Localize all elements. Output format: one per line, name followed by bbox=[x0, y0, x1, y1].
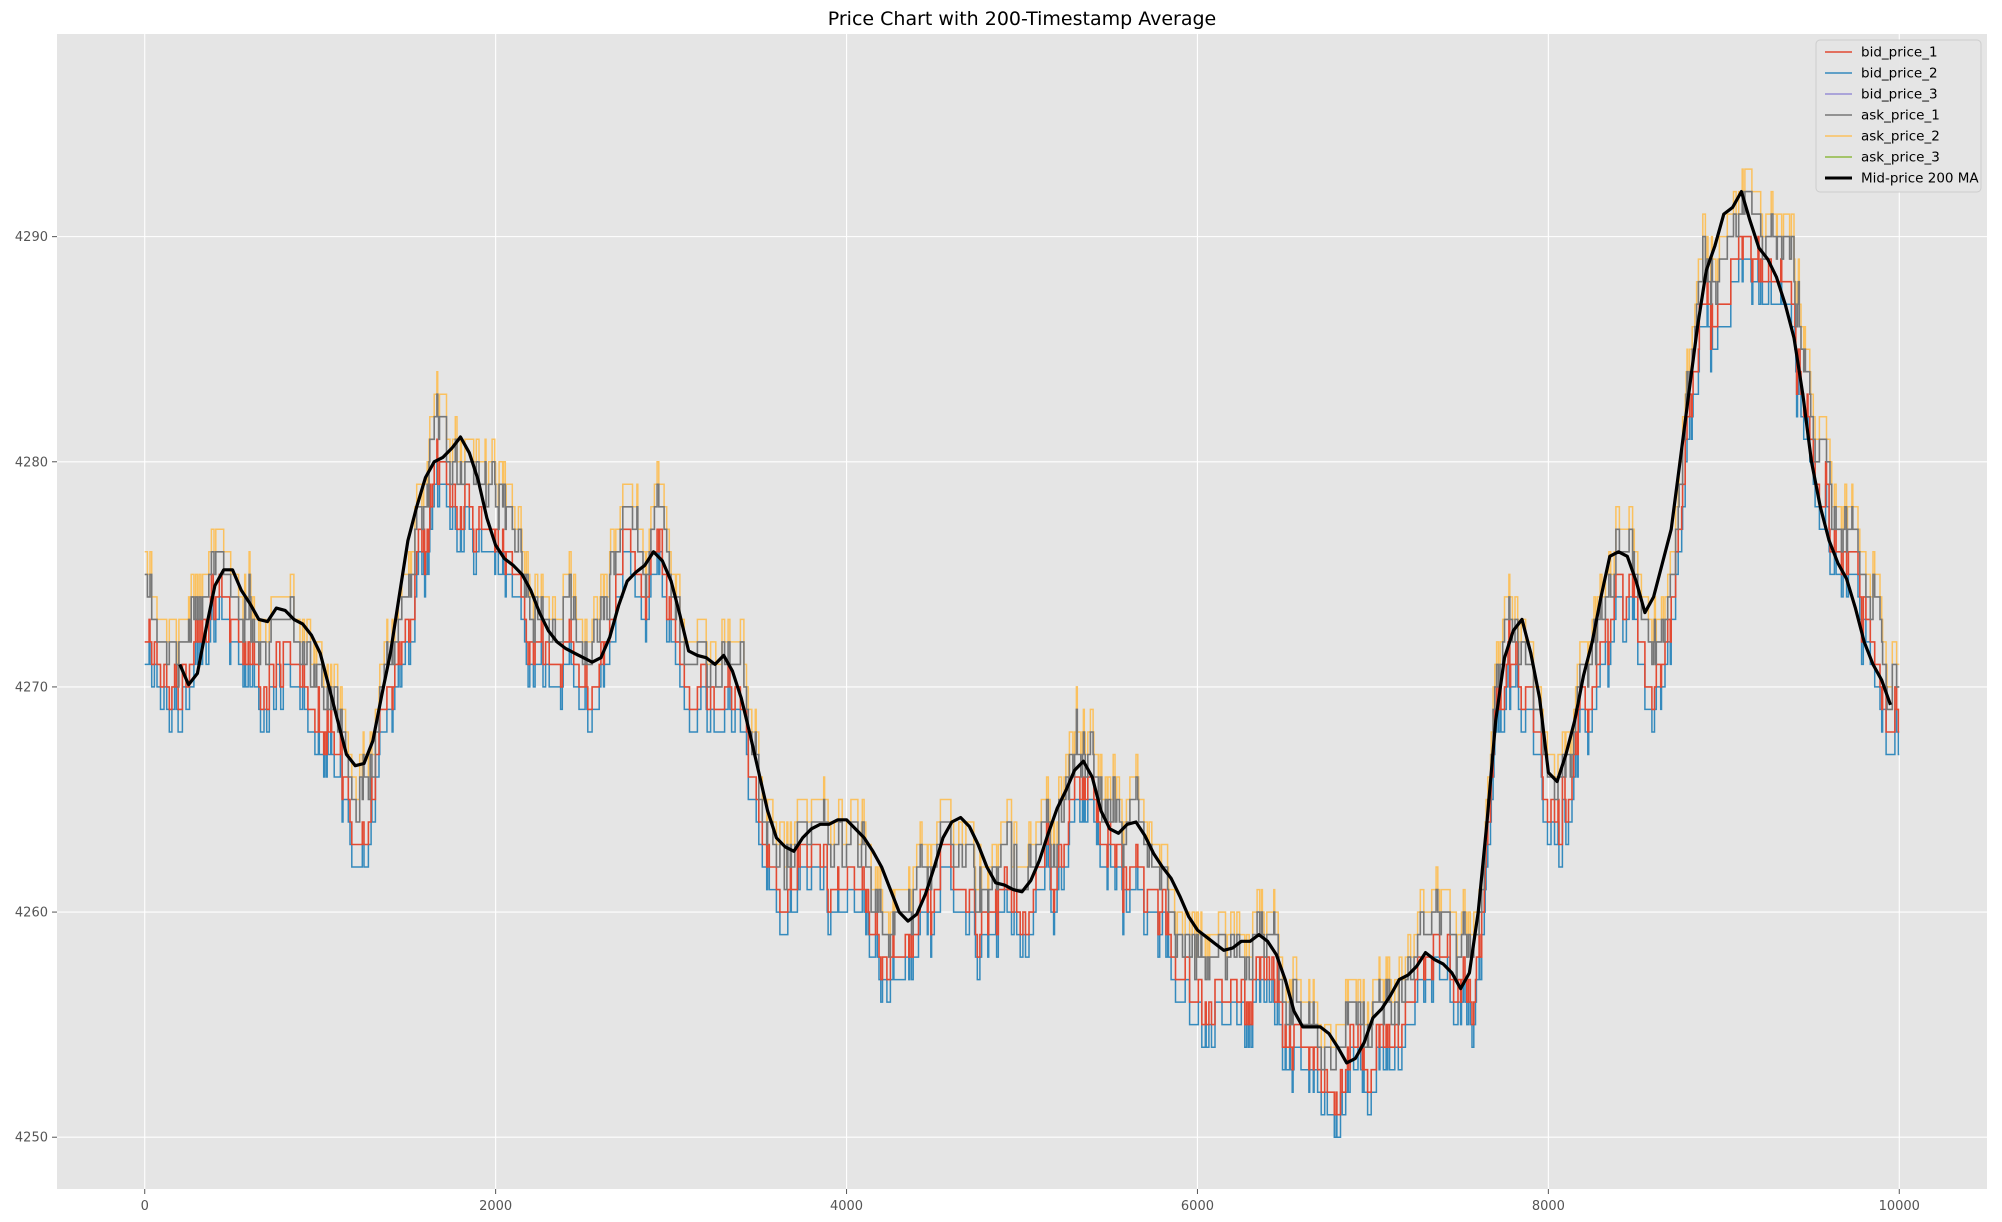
x-tick-label: 8000 bbox=[1532, 1199, 1565, 1214]
y-tick-label: 4290 bbox=[15, 230, 48, 245]
legend-label: ask_price_3 bbox=[1861, 150, 1940, 166]
x-tick-label: 6000 bbox=[1181, 1199, 1214, 1214]
legend-label: ask_price_2 bbox=[1861, 129, 1940, 145]
plot-area bbox=[57, 34, 1987, 1189]
legend-box bbox=[1815, 39, 1982, 193]
x-tick-label: 4000 bbox=[830, 1199, 863, 1214]
x-tick-label: 10000 bbox=[1879, 1199, 1920, 1214]
series-line-ask-price-1 bbox=[144, 190, 1900, 1071]
legend-label: bid_price_3 bbox=[1861, 87, 1938, 103]
x-tick-label: 0 bbox=[141, 1199, 149, 1214]
series-line-bid-price-1 bbox=[144, 235, 1900, 1116]
series-line-mid-price-200-ma bbox=[178, 190, 1893, 1065]
y-tick-label: 4270 bbox=[15, 680, 48, 695]
legend-label: bid_price_2 bbox=[1861, 66, 1938, 82]
series-group bbox=[144, 168, 1900, 1138]
legend-label: ask_price_1 bbox=[1861, 108, 1940, 124]
axis-ticks: 0 2000 4000 6000 8000 10000 4250 4260 4270 4280 42… bbox=[15, 230, 1920, 1214]
legend-label: Mid-price 200 MA bbox=[1861, 171, 1979, 187]
y-tick-label: 4280 bbox=[15, 455, 48, 470]
legend: bid_price_1 bid_price_2 bid_price_3 ask_pri… bbox=[1815, 39, 1982, 193]
y-tick-label: 4260 bbox=[15, 906, 48, 921]
x-tick-label: 2000 bbox=[479, 1199, 512, 1214]
chart-title: Price Chart with 200-Timestamp Average bbox=[828, 8, 1217, 30]
plot-series bbox=[144, 168, 1900, 1138]
y-tick-label: 4250 bbox=[15, 1131, 48, 1146]
legend-label: bid_price_1 bbox=[1861, 45, 1938, 61]
